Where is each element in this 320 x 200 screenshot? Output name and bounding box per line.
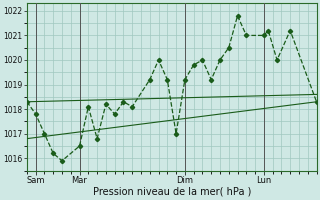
- X-axis label: Pression niveau de la mer( hPa ): Pression niveau de la mer( hPa ): [92, 187, 251, 197]
